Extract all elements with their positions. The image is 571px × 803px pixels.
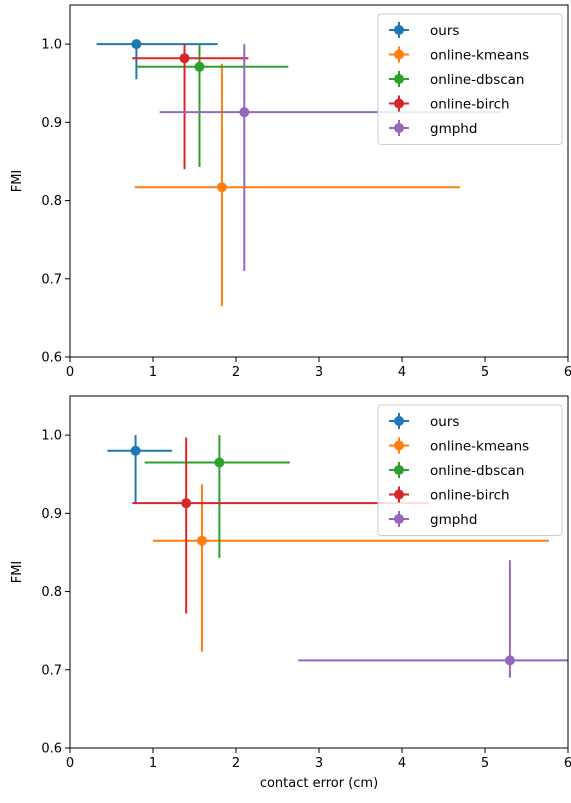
x-tick-label: 5 xyxy=(481,365,489,380)
x-tick-label: 3 xyxy=(315,756,323,771)
series-ours xyxy=(96,39,218,80)
legend-label: ours xyxy=(430,414,459,430)
legend-marker xyxy=(394,74,404,84)
x-tick-label: 0 xyxy=(66,365,74,380)
series-online-kmeans xyxy=(134,63,461,307)
y-tick-label: 0.8 xyxy=(41,585,62,600)
x-tick-label: 6 xyxy=(564,365,571,380)
y-tick-label: 1.0 xyxy=(41,429,62,444)
legend-label: gmphd xyxy=(430,512,477,528)
x-tick-label: 2 xyxy=(232,756,240,771)
chart-panel-1: 0 1 2 3 4 5 6 0.6 0.7 0.8 0.9 1.0 FMI ours online-kmea… xyxy=(10,4,571,380)
legend: ours online-kmeans online-dbscan online-bir… xyxy=(377,404,563,536)
y-axis-label: FMI xyxy=(10,561,25,584)
legend-item-ours: ours xyxy=(389,22,459,39)
x-tick-label: 1 xyxy=(149,365,157,380)
data-layer xyxy=(107,435,568,678)
data-point xyxy=(179,53,190,64)
legend-label: online-kmeans xyxy=(430,439,529,455)
legend-box xyxy=(377,13,563,145)
chart-panel-2: 0 1 2 3 4 5 6 0.6 0.7 0.8 0.9 1.0 FMI contact error (… xyxy=(10,395,571,791)
legend: ours online-kmeans online-dbscan online-bir… xyxy=(377,13,563,145)
legend-marker xyxy=(394,489,404,500)
legend-marker xyxy=(394,440,404,451)
legend-item-online-kmeans: online-kmeans xyxy=(389,437,529,455)
legend-marker xyxy=(394,416,404,426)
legend-label: online-birch xyxy=(430,488,510,504)
x-tick-label: 1 xyxy=(149,756,157,771)
y-tick-label: 0.7 xyxy=(41,272,62,287)
legend-marker xyxy=(394,49,404,60)
x-tick-label: 3 xyxy=(315,365,323,380)
x-tick-label: 2 xyxy=(232,365,240,380)
series-online-dbscan xyxy=(144,435,290,558)
x-tick-label: 5 xyxy=(481,756,489,771)
legend-item-online-dbscan: online-dbscan xyxy=(389,71,524,88)
y-tick-label: 0.6 xyxy=(41,351,62,366)
legend-marker xyxy=(394,98,404,109)
legend-label: ours xyxy=(430,23,459,39)
legend-item-gmphd: gmphd xyxy=(389,120,477,137)
legend-item-online-dbscan: online-dbscan xyxy=(389,462,524,479)
series-online-birch xyxy=(132,44,249,170)
x-tick-label: 0 xyxy=(66,756,74,771)
y-axis-label: FMI xyxy=(10,170,25,193)
legend-label: online-dbscan xyxy=(430,72,524,88)
data-layer xyxy=(96,39,502,307)
y-tick-label: 0.9 xyxy=(41,507,62,522)
data-point xyxy=(214,457,225,468)
series-gmphd xyxy=(298,560,568,678)
legend-item-online-birch: online-birch xyxy=(389,95,510,113)
y-tick-label: 0.7 xyxy=(41,663,62,678)
data-point xyxy=(130,445,141,456)
legend-item-online-birch: online-birch xyxy=(389,486,510,504)
y-tick-label: 0.9 xyxy=(41,116,62,131)
legend-label: online-dbscan xyxy=(430,463,524,479)
data-point xyxy=(181,498,192,509)
x-tick-label: 4 xyxy=(398,365,406,380)
legend-marker xyxy=(394,25,404,35)
legend-item-ours: ours xyxy=(389,413,459,430)
series-ours xyxy=(107,435,173,504)
series-online-dbscan xyxy=(136,44,289,167)
legend-box xyxy=(377,404,563,536)
x-tick-label: 6 xyxy=(564,756,571,771)
legend-label: online-birch xyxy=(430,97,510,113)
data-point xyxy=(504,655,515,666)
axes-frame xyxy=(69,395,569,749)
data-point xyxy=(131,39,142,50)
legend-marker xyxy=(394,465,404,475)
x-axis-label: contact error (cm) xyxy=(260,776,378,791)
legend-label: gmphd xyxy=(430,121,477,137)
legend-marker xyxy=(394,123,404,133)
data-point xyxy=(216,182,227,193)
data-point xyxy=(239,107,250,118)
data-point xyxy=(196,535,207,546)
x-tick-label: 4 xyxy=(398,756,406,771)
axes-frame xyxy=(69,4,569,358)
legend-item-online-kmeans: online-kmeans xyxy=(389,46,529,64)
y-tick-label: 0.8 xyxy=(41,194,62,209)
y-tick-label: 1.0 xyxy=(41,38,62,53)
y-tick-label: 0.6 xyxy=(41,742,62,757)
legend-marker xyxy=(394,514,404,524)
legend-item-gmphd: gmphd xyxy=(389,511,477,528)
legend-label: online-kmeans xyxy=(430,48,529,64)
data-point xyxy=(194,61,205,72)
